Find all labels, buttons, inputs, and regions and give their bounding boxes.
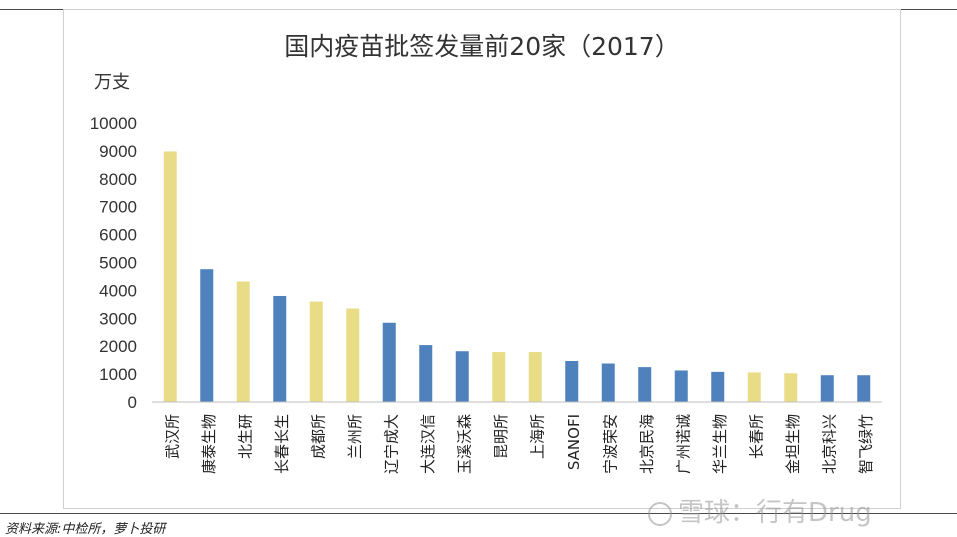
bottom-rule — [0, 513, 957, 514]
x-tick-label: 金坦生物 — [784, 414, 802, 474]
y-axis-unit-label: 万支 — [94, 72, 130, 93]
bar — [309, 301, 323, 402]
y-tick-label: 9000 — [99, 142, 137, 161]
x-tick-label: 康泰生物 — [200, 414, 218, 474]
source-note: 资料来源:中检所，萝卜投研 — [5, 522, 166, 537]
x-tick-label: 玉溪沃森 — [455, 414, 473, 474]
x-tick-label: 昆明所 — [492, 414, 510, 459]
y-tick-label: 5000 — [99, 254, 137, 273]
x-tick-label: 武汉所 — [163, 414, 181, 459]
bar — [455, 351, 469, 402]
x-tick-label: 兰州所 — [346, 414, 364, 459]
bar — [200, 269, 214, 402]
x-tick-label: 上海所 — [528, 414, 546, 459]
bar — [784, 373, 798, 402]
bar — [747, 372, 761, 402]
y-axis-ticks: 0 1000 2000 3000 4000 5000 6000 7000 8000 9000 100… — [90, 114, 137, 412]
bar — [273, 295, 287, 402]
bar — [346, 308, 360, 402]
y-tick-label: 1000 — [99, 365, 137, 384]
chart-title: 国内疫苗批签发量前20家（2017） — [284, 32, 679, 61]
bar — [857, 375, 871, 402]
bar — [163, 151, 177, 402]
y-tick-label: 7000 — [99, 198, 137, 217]
bar — [236, 281, 250, 402]
x-tick-label: 北生研 — [236, 414, 254, 459]
x-axis-labels: 武汉所 康泰生物 北生研 长春长生 成都所 兰州所 辽宁成大 大连汉信 玉溪沃森 昆明所 上海所 SA… — [163, 414, 875, 474]
x-tick-label: 广州诺诚 — [674, 414, 692, 474]
watermark-text: 雪球：行有Drug — [678, 498, 872, 528]
x-tick-label: 宁波荣安 — [601, 414, 619, 474]
y-tick-label: 4000 — [99, 281, 137, 300]
x-tick-label: 北京科兴 — [820, 414, 838, 474]
bar — [565, 360, 579, 402]
x-tick-label: 成都所 — [309, 414, 327, 459]
x-tick-label: 辽宁成大 — [382, 414, 400, 474]
y-tick-label: 0 — [128, 393, 137, 412]
y-tick-label: 6000 — [99, 226, 137, 245]
y-tick-label: 8000 — [99, 170, 137, 189]
x-tick-label: 北京民海 — [638, 414, 656, 474]
bar — [711, 371, 725, 402]
chart-frame — [63, 9, 901, 509]
bar — [601, 363, 615, 402]
x-tick-label: 华兰生物 — [711, 414, 729, 474]
bar — [528, 352, 542, 402]
x-tick-label: 长春所 — [747, 414, 765, 459]
y-tick-label: 3000 — [99, 309, 137, 328]
x-tick-label: 智飞绿竹 — [857, 414, 875, 474]
bar — [820, 375, 834, 402]
bar — [674, 370, 688, 402]
bar — [419, 345, 433, 402]
x-tick-label: 大连汉信 — [419, 414, 437, 474]
y-tick-label: 10000 — [90, 114, 137, 133]
bars — [163, 151, 871, 402]
bar — [492, 352, 506, 402]
bar — [382, 322, 396, 402]
y-tick-label: 2000 — [99, 337, 137, 356]
x-tick-label: 长春长生 — [273, 414, 291, 474]
bar — [638, 367, 652, 402]
x-tick-label: SANOFI — [565, 414, 583, 470]
watermark: 雪球：行有Drug — [648, 492, 872, 529]
snowball-logo-icon — [648, 501, 672, 526]
